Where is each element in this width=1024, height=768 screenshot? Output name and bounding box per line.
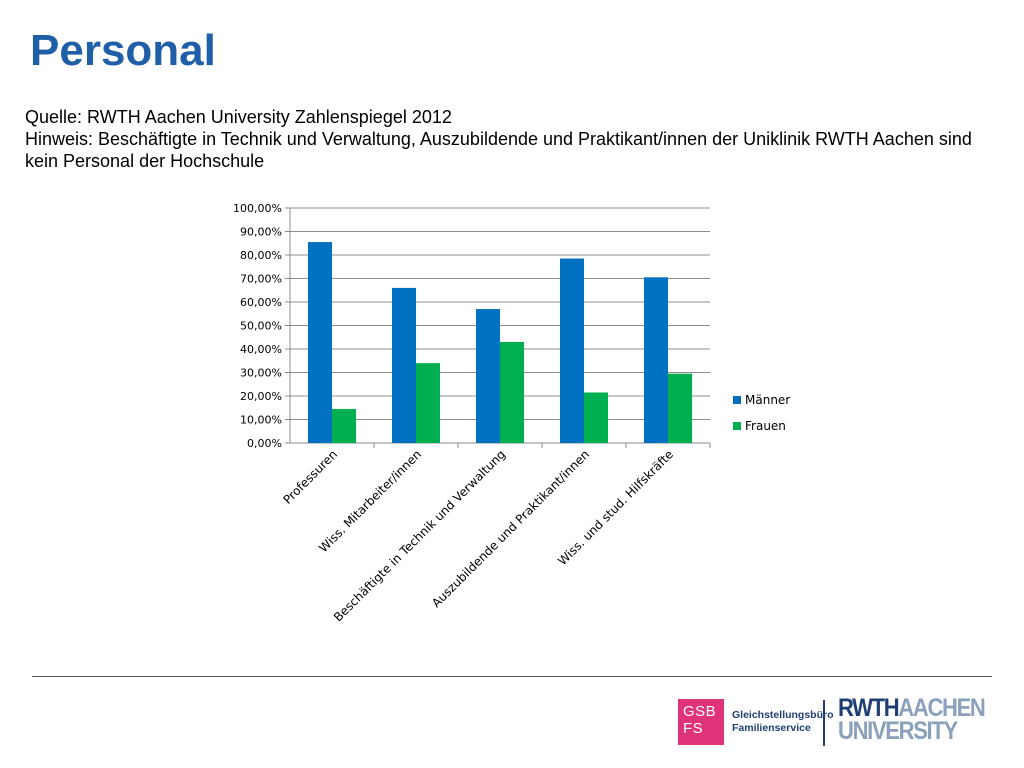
rwth-logo-word-aachen: AACHEN [898,694,986,722]
rwth-logo-line-2: UNIVERSITY [838,717,958,745]
gsb-box-line-2: FS [683,720,704,737]
bar-frauen [584,392,608,443]
bar-maenner [308,242,332,443]
rwth-logo-line-1: RWTHAACHEN [838,694,986,722]
rwth-logo: RWTHAACHEN UNIVERSITY [838,694,986,745]
bar-maenner [476,309,500,443]
bar-frauen [416,363,440,443]
bar-maenner [644,277,668,443]
y-tick-label: 90,00% [240,226,282,239]
y-tick-label: 40,00% [240,343,282,356]
source-info: Quelle: RWTH Aachen University Zahlenspi… [25,106,995,172]
note-line: Hinweis: Beschäftigte in Technik und Ver… [25,129,972,171]
x-tick-label: Beschäftigte in Technik und Verwaltung [331,447,508,624]
y-tick-label: 80,00% [240,249,282,262]
y-tick-label: 70,00% [240,273,282,286]
bar-frauen [332,408,356,443]
y-tick-label: 30,00% [240,367,282,380]
slide-title: Personal [30,26,216,75]
source-line: Quelle: RWTH Aachen University Zahlenspi… [25,107,452,127]
legend-swatch [733,396,741,404]
gsb-box-line-1: GSB [683,703,717,720]
gsb-logo-box: GSB FS [678,699,724,745]
x-tick-label: Professuren [280,447,340,507]
y-tick-label: 20,00% [240,390,282,403]
gsb-text-line-1: Gleichstellungsbüro [732,709,834,721]
bar-maenner [560,258,584,443]
gsb-logo-text: Gleichstellungsbüro Familienservice [732,709,834,735]
bar-frauen [668,373,692,443]
y-tick-label: 100,00% [233,202,282,215]
footer-divider [32,676,992,677]
bar-frauen [500,341,524,443]
bar-maenner [392,287,416,443]
gsb-text-line-2: Familienservice [732,722,811,734]
y-tick-label: 50,00% [240,320,282,333]
y-tick-label: 60,00% [240,296,282,309]
y-tick-label: 0,00% [247,437,282,450]
legend-label: Männer [745,393,790,407]
gsb-logo: GSB FS Gleichstellungsbüro Familienservi… [678,699,834,745]
y-tick-label: 10,00% [240,414,282,427]
legend-label: Frauen [745,419,786,433]
logo-divider [823,700,825,746]
rwth-logo-word-rwth: RWTH [838,694,900,722]
legend-swatch [733,422,741,430]
x-tick-label: Auszubildende und Praktikant/innen [429,447,592,610]
